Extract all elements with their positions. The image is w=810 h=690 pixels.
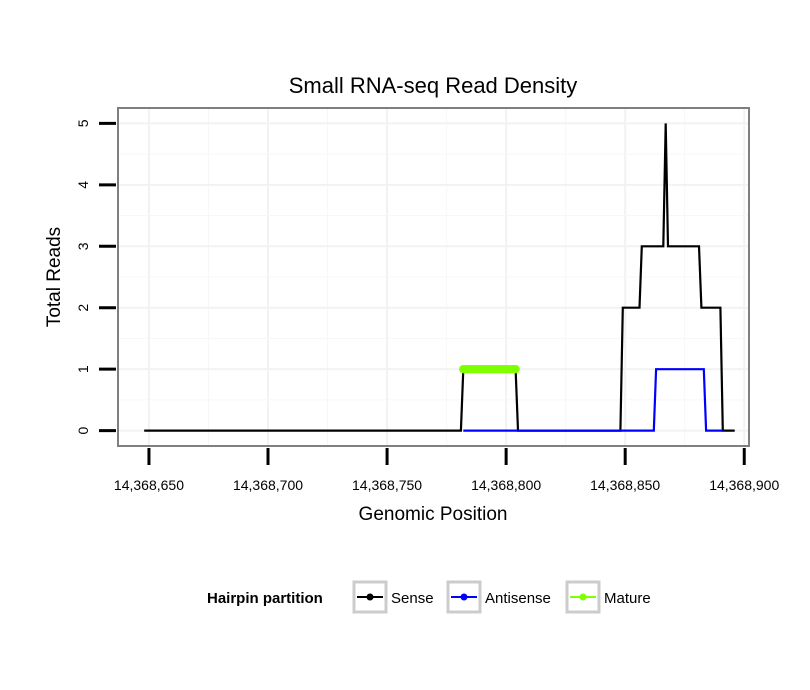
- grid-lines: [119, 109, 748, 445]
- y-tick-label: 2: [75, 304, 91, 312]
- x-tick-label: 14,368,700: [233, 477, 303, 493]
- x-tick-label: 14,368,900: [709, 477, 779, 493]
- series-line-antisense: [463, 368, 723, 432]
- y-axis: 0 1 2 3 4 5: [75, 119, 116, 434]
- legend: Hairpin partition Sense Antisense Mature: [207, 580, 651, 614]
- y-tick-label: 3: [75, 242, 91, 250]
- legend-label-mature: Mature: [604, 590, 651, 607]
- x-tick-label: 14,368,850: [590, 477, 660, 493]
- x-tick-label: 14,368,750: [352, 477, 422, 493]
- x-tick-label: 14,368,650: [114, 477, 184, 493]
- legend-title: Hairpin partition: [207, 590, 323, 607]
- x-axis: 14,368,650 14,368,700 14,368,750 14,368,800…: [114, 448, 779, 493]
- x-axis-title: Genomic Position: [359, 504, 508, 525]
- y-tick-label: 0: [75, 426, 91, 434]
- data-point-mature: [511, 364, 520, 374]
- legend-label-antisense: Antisense: [485, 590, 551, 607]
- legend-point-antisense: [460, 593, 468, 601]
- legend-label-sense: Sense: [391, 590, 434, 607]
- y-tick-label: 4: [75, 181, 91, 189]
- legend-point-sense: [366, 593, 374, 601]
- y-tick-label: 5: [75, 119, 91, 127]
- legend-point-mature: [579, 593, 587, 601]
- y-axis-title: Total Reads: [44, 227, 65, 327]
- x-tick-label: 14,368,800: [471, 477, 541, 493]
- chart-title: Small RNA-seq Read Density: [289, 73, 578, 98]
- series-layer: [144, 123, 735, 432]
- y-tick-label: 1: [75, 365, 91, 373]
